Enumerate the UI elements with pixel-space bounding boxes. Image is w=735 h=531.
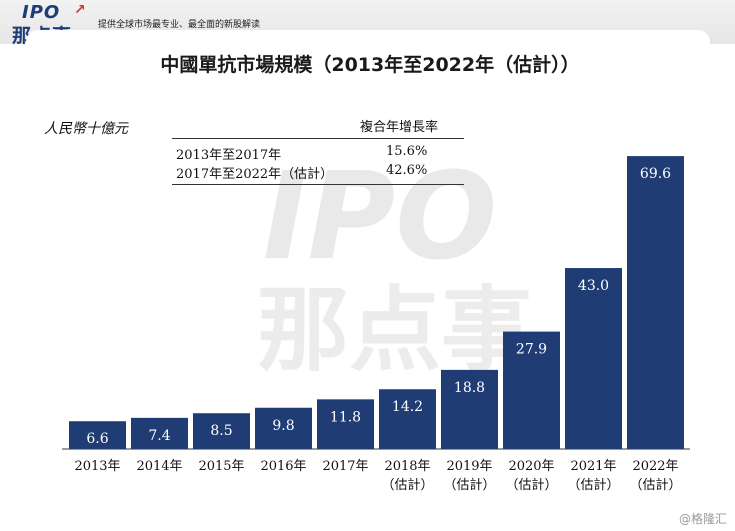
bar-value-label-7: 27.9 [516,342,547,358]
bar-value-label-2: 8.5 [210,423,232,439]
bar-8 [565,268,622,449]
cagr-rate: 42.6% [386,163,428,178]
watermark-line1: IPO [263,148,498,287]
bar-value-label-1: 7.4 [148,428,170,444]
cagr-period: 2013年至2017年 [176,148,282,163]
x-tick-label-8-0: 2021年 [570,459,616,474]
logo-arrow-icon: ↗ [74,2,86,18]
x-tick-label-5-1: （估計） [381,477,433,493]
x-tick-label-1-0: 2014年 [136,459,182,474]
cagr-table-divider-bottom [172,184,464,185]
x-tick-label-9-1: （估計） [629,477,681,493]
cagr-table-header: 複合年增長率 [360,120,439,135]
logo-text-top: IPO [22,2,61,23]
bar-1 [131,417,188,449]
cagr-period: 2017年至2022年（估計） [176,167,334,182]
cagr-table-divider-top [172,138,464,139]
bar-value-label-0: 6.6 [86,431,108,447]
bar-9 [627,156,684,449]
cagr-rate: 15.6% [386,144,428,159]
x-tick-label-4-0: 2017年 [322,459,368,474]
chart-title: 中國單抗市場規模（2013年至2022年（估計）） [160,54,580,76]
header-tagline: 提供全球市场最专业、最全面的新股解读 [98,20,261,30]
x-tick-label-7-1: （估計） [505,477,557,493]
bar-7 [503,331,560,449]
bar-0 [69,421,126,449]
x-tick-label-9-0: 2022年 [632,459,678,474]
bar-5 [379,389,436,449]
x-tick-label-3-0: 2016年 [260,459,306,474]
x-tick-label-5-0: 2018年 [384,459,430,474]
bar-2 [193,413,250,449]
source-credit: @格隆汇 [678,512,727,526]
x-tick-label-2-0: 2015年 [198,459,244,474]
y-axis-unit-label: 人民幣十億元 [44,121,128,137]
cagr-row: 2017年至2022年（估計） 42.6% [176,163,464,182]
watermark-line2: 那点事 [257,277,533,384]
cagr-table: 複合年增長率 2013年至2017年 15.6% 2017年至2022年（估計）… [172,112,464,186]
cagr-row: 2013年至2017年 15.6% [176,144,464,163]
bar-value-label-9: 69.6 [640,166,671,182]
x-tick-label-0-0: 2013年 [74,459,120,474]
bar-3 [255,407,312,449]
bar-value-label-5: 14.2 [392,399,423,415]
bar-value-label-6: 18.8 [454,380,485,396]
bar-4 [317,399,374,449]
bar-value-label-3: 9.8 [272,418,294,434]
x-tick-label-7-0: 2020年 [508,459,554,474]
bar-value-label-8: 43.0 [578,278,609,294]
x-tick-label-6-1: （估計） [443,477,495,493]
bar-6 [441,369,498,449]
bar-value-label-4: 11.8 [330,409,361,425]
x-tick-label-6-0: 2019年 [446,459,492,474]
x-tick-label-8-1: （估計） [567,477,619,493]
